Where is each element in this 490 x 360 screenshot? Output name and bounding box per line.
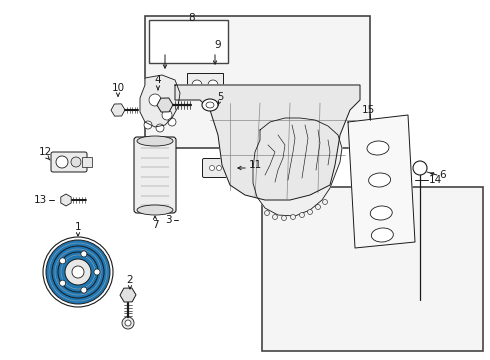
Text: 13: 13 <box>33 195 47 205</box>
Circle shape <box>156 124 164 132</box>
Circle shape <box>210 166 215 171</box>
FancyBboxPatch shape <box>134 137 176 213</box>
Circle shape <box>46 240 110 304</box>
Circle shape <box>60 258 66 264</box>
Text: 12: 12 <box>38 147 51 157</box>
Circle shape <box>71 157 81 167</box>
FancyBboxPatch shape <box>51 152 87 172</box>
Circle shape <box>281 216 287 220</box>
Circle shape <box>94 269 100 275</box>
Circle shape <box>72 266 84 278</box>
Ellipse shape <box>370 206 392 220</box>
Bar <box>82 157 92 167</box>
Text: 5: 5 <box>217 92 223 102</box>
Circle shape <box>58 252 98 292</box>
Text: 2: 2 <box>127 275 133 285</box>
Circle shape <box>81 251 87 257</box>
Ellipse shape <box>367 141 389 155</box>
Text: 6: 6 <box>440 170 446 180</box>
Circle shape <box>43 237 113 307</box>
Bar <box>149 20 228 63</box>
Circle shape <box>192 80 202 90</box>
Text: 8: 8 <box>189 13 196 23</box>
Text: 9: 9 <box>215 40 221 50</box>
Circle shape <box>291 215 295 220</box>
Text: 1: 1 <box>74 222 81 232</box>
Circle shape <box>65 259 91 285</box>
Ellipse shape <box>202 99 218 111</box>
Circle shape <box>162 110 172 120</box>
Circle shape <box>316 204 320 210</box>
Circle shape <box>60 280 66 286</box>
Circle shape <box>265 211 270 216</box>
Ellipse shape <box>137 205 173 215</box>
Ellipse shape <box>368 173 391 187</box>
Ellipse shape <box>137 136 173 146</box>
Polygon shape <box>140 75 180 127</box>
Polygon shape <box>175 85 360 200</box>
Circle shape <box>149 94 161 106</box>
Circle shape <box>61 255 95 289</box>
Text: 4: 4 <box>155 75 161 85</box>
FancyBboxPatch shape <box>202 158 234 177</box>
Text: 3: 3 <box>165 215 172 225</box>
Bar <box>262 187 483 351</box>
Circle shape <box>217 166 221 171</box>
Circle shape <box>49 243 107 301</box>
Bar <box>187 73 223 97</box>
Polygon shape <box>253 118 342 216</box>
Polygon shape <box>348 115 415 248</box>
Text: 15: 15 <box>361 105 375 115</box>
Circle shape <box>52 246 104 298</box>
Circle shape <box>56 156 68 168</box>
Circle shape <box>299 212 304 217</box>
Circle shape <box>308 210 313 215</box>
Circle shape <box>322 199 327 204</box>
Text: 7: 7 <box>152 220 158 230</box>
Circle shape <box>122 317 134 329</box>
Ellipse shape <box>371 228 393 242</box>
Circle shape <box>125 320 131 326</box>
Circle shape <box>223 166 228 171</box>
Circle shape <box>81 287 87 293</box>
Circle shape <box>55 249 101 295</box>
Circle shape <box>413 161 427 175</box>
Text: 11: 11 <box>248 160 262 170</box>
Circle shape <box>168 118 176 126</box>
Circle shape <box>272 215 277 220</box>
Circle shape <box>208 80 218 90</box>
Ellipse shape <box>206 102 214 108</box>
Circle shape <box>144 121 152 129</box>
Text: 10: 10 <box>111 83 124 93</box>
Bar <box>145 16 370 148</box>
Text: 14: 14 <box>428 175 441 185</box>
